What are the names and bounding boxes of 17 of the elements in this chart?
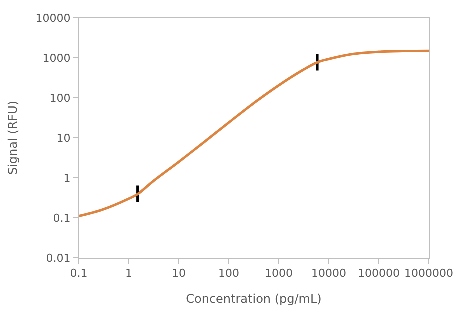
y-tick-label: 1 [64, 172, 71, 185]
y-tick-label: 1000 [42, 52, 71, 65]
x-tick-label: 0.1 [70, 267, 88, 280]
y-tick-label: 10 [56, 132, 71, 145]
x-tick-label: 1000 [265, 267, 293, 280]
y-tick-label: 100 [50, 92, 71, 105]
y-tick-label: 0.1 [53, 212, 71, 225]
x-tick-label: 100000 [358, 267, 400, 280]
y-tick-label: 0.01 [46, 252, 71, 265]
x-tick-label: 100 [218, 267, 240, 280]
x-tick-label: 10 [172, 267, 186, 280]
x-tick-label: 1000000 [404, 267, 454, 280]
y-axis-title: Signal (RFU) [6, 100, 20, 176]
x-axis-title: Concentration (pg/mL) [186, 292, 322, 306]
x-tick-label: 1 [126, 267, 132, 280]
x-tick-label: 10000 [312, 267, 346, 280]
y-tick-label: 10000 [36, 12, 71, 25]
